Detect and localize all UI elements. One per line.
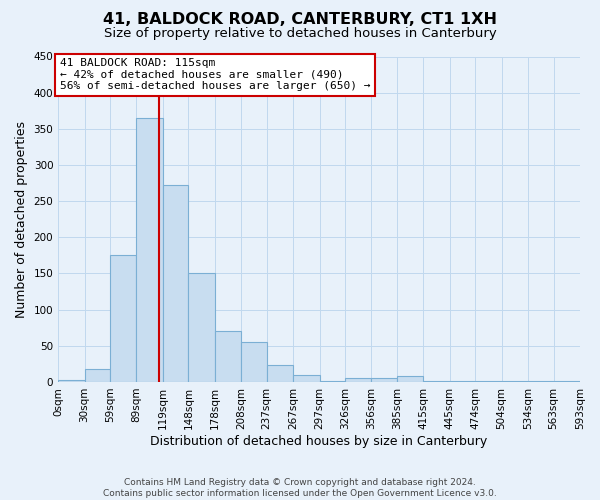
Y-axis label: Number of detached properties: Number of detached properties [15, 120, 28, 318]
Text: Contains HM Land Registry data © Crown copyright and database right 2024.
Contai: Contains HM Land Registry data © Crown c… [103, 478, 497, 498]
Bar [136, 118, 163, 382]
Text: 41, BALDOCK ROAD, CANTERBURY, CT1 1XH: 41, BALDOCK ROAD, CANTERBURY, CT1 1XH [103, 12, 497, 28]
Bar [397, 376, 424, 382]
Bar [475, 381, 502, 382]
Text: 41 BALDOCK ROAD: 115sqm
← 42% of detached houses are smaller (490)
56% of semi-d: 41 BALDOCK ROAD: 115sqm ← 42% of detache… [60, 58, 370, 91]
Bar [450, 381, 475, 382]
Bar [267, 366, 293, 382]
Text: Size of property relative to detached houses in Canterbury: Size of property relative to detached ho… [104, 28, 496, 40]
Bar [188, 274, 215, 382]
Bar [163, 185, 188, 382]
Bar [345, 378, 371, 382]
Bar [528, 381, 554, 382]
Bar [215, 332, 241, 382]
Bar [424, 380, 450, 382]
Bar [554, 381, 580, 382]
Bar [85, 369, 110, 382]
Bar [502, 381, 528, 382]
Bar [320, 380, 345, 382]
Bar [293, 374, 320, 382]
Bar [371, 378, 397, 382]
Bar [58, 380, 85, 382]
X-axis label: Distribution of detached houses by size in Canterbury: Distribution of detached houses by size … [151, 434, 488, 448]
Bar [110, 256, 136, 382]
Bar [241, 342, 267, 382]
